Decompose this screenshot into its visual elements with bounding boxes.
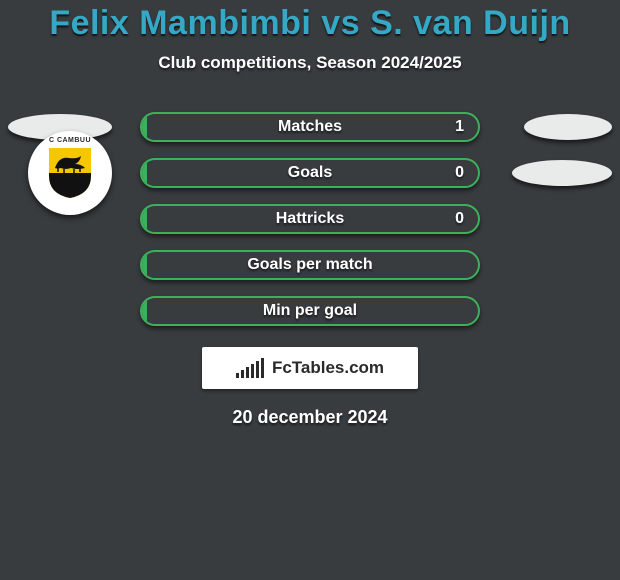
brand-box: FcTables.com <box>202 347 418 389</box>
stat-row: Goals per match <box>0 249 620 281</box>
right-value-oval <box>524 114 612 140</box>
page-subtitle: Club competitions, Season 2024/2025 <box>0 53 620 73</box>
comparison-card: Felix Mambimbi vs S. van Duijn Club comp… <box>0 4 620 580</box>
stat-label: Hattricks <box>142 206 478 232</box>
brand-text: FcTables.com <box>272 358 384 378</box>
stat-row: Min per goal <box>0 295 620 327</box>
footer-date: 20 december 2024 <box>0 407 620 428</box>
stats-rows: Matches1C CAMBUU Goals0Hattricks0Goals p… <box>0 111 620 327</box>
stat-value-right: 0 <box>455 160 464 186</box>
stat-bar: Goals per match <box>140 250 480 280</box>
stat-label: Matches <box>142 114 478 140</box>
stat-bar: Hattricks0 <box>140 204 480 234</box>
stat-value-right: 0 <box>455 206 464 232</box>
page-title: Felix Mambimbi vs S. van Duijn <box>0 4 620 43</box>
stat-label: Min per goal <box>142 298 478 324</box>
badge-top-text: C CAMBUU <box>49 137 91 144</box>
stat-bar: Goals0 <box>140 158 480 188</box>
stat-label: Goals <box>142 160 478 186</box>
brand-chart-icon <box>236 358 266 378</box>
stat-value-right: 1 <box>455 114 464 140</box>
stat-bar: Matches1 <box>140 112 480 142</box>
stat-bar: Min per goal <box>140 296 480 326</box>
stat-row: Hattricks0 <box>0 203 620 235</box>
right-value-oval <box>512 160 612 186</box>
stat-label: Goals per match <box>142 252 478 278</box>
badge-shield-icon <box>47 146 93 200</box>
stat-row: C CAMBUU Goals0 <box>0 157 620 189</box>
